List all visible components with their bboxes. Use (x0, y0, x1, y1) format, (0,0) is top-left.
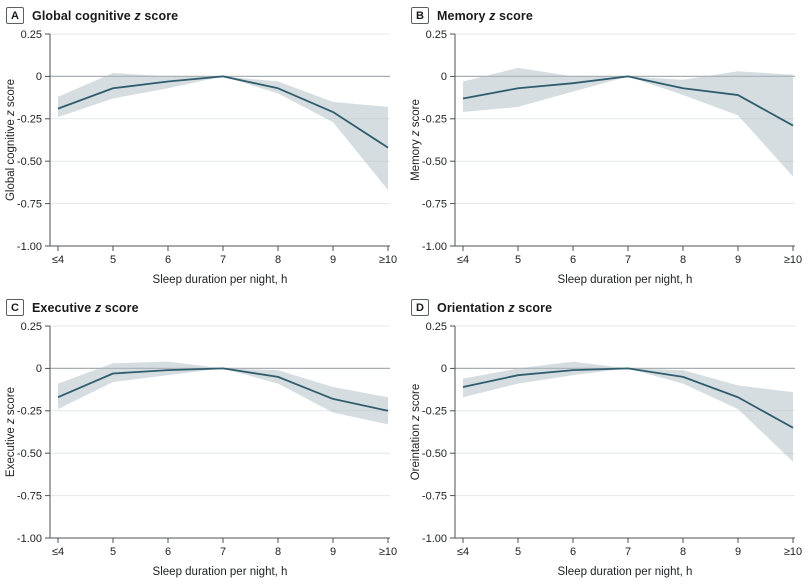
x-tick-label: 7 (625, 546, 631, 558)
y-tick-label: -0.50 (422, 448, 447, 460)
x-tick-label: 8 (275, 254, 281, 266)
y-tick-label: 0.25 (426, 321, 447, 333)
x-tick-label: 6 (165, 254, 171, 266)
trend-line (57, 367, 389, 412)
y-tick-label: -0.75 (422, 198, 447, 210)
x-tick-label: ≤4 (52, 546, 64, 558)
x-tick-label: ≤4 (457, 546, 469, 558)
chart-svg-orientation: 0.25 0 -0.25 -0.50 -0.75 -1.00 ≤4 5 6 7 8 9 ≥10 Sleep… (410, 321, 802, 578)
panel-label: D (411, 299, 429, 316)
y-tick-label: -0.75 (17, 198, 42, 210)
y-tick-label: -0.75 (422, 490, 447, 502)
x-tick-label: 9 (330, 254, 336, 266)
trend-line (57, 75, 389, 149)
panel-label: A (6, 7, 24, 24)
panel-header: C Executive z score (0, 292, 405, 318)
confidence-band (463, 67, 793, 177)
x-tick-label: 7 (220, 254, 226, 266)
x-tick-label: 5 (515, 254, 521, 266)
y-tick-label: -0.50 (17, 448, 42, 460)
confidence-band (58, 361, 388, 425)
y-tick-label: -1.00 (17, 533, 42, 545)
y-tick-label: -0.75 (17, 490, 42, 502)
x-tick-label: 6 (165, 546, 171, 558)
x-tick-label: 5 (110, 546, 116, 558)
x-tick-label: 6 (570, 254, 576, 266)
chart-svg-executive: 0.25 0 -0.25 -0.50 -0.75 -1.00 ≤4 5 6 7 8 9 ≥10 Sleep… (5, 321, 397, 578)
x-tick-label: ≥10 (379, 546, 397, 558)
y-tick-label: -0.50 (17, 156, 42, 168)
panel-header: D Orientation z score (405, 292, 810, 318)
y-tick-label: -0.25 (17, 114, 42, 126)
y-tick-label: -0.25 (17, 406, 42, 418)
panel-header: B Memory z score (405, 0, 810, 26)
confidence-band (58, 73, 388, 191)
y-tick-label: 0 (36, 71, 42, 83)
x-tick-label: ≥10 (784, 546, 802, 558)
y-tick-label: -0.25 (422, 114, 447, 126)
panel-c-executive: C Executive z score 0.25 0 -0.25 -0.50 -0.75… (0, 292, 405, 585)
y-tick-label: -1.00 (17, 241, 42, 253)
x-tick-label: ≥10 (784, 254, 802, 266)
panel-header: A Global cognitive z score (0, 0, 405, 26)
y-axis-label: Memory z score (410, 99, 422, 181)
x-tick-label: ≥10 (379, 254, 397, 266)
y-tick-label: -1.00 (422, 241, 447, 253)
y-axis-label: Oreintation z score (410, 384, 422, 481)
x-tick-label: 7 (220, 546, 226, 558)
y-tick-label: -0.50 (422, 156, 447, 168)
panel-label: C (6, 299, 24, 316)
y-axis-label: Executive z score (5, 387, 17, 477)
x-tick-label: 9 (735, 254, 741, 266)
y-tick-label: 0.25 (426, 29, 447, 41)
panel-title: Executive z score (32, 300, 139, 315)
panel-b-memory: B Memory z score 0.25 0 -0.25 -0.50 -0.75 -1.… (405, 0, 810, 292)
y-tick-label: -1.00 (422, 533, 447, 545)
panel-title: Orientation z score (437, 300, 553, 315)
x-tick-label: 8 (680, 546, 686, 558)
x-tick-label: 8 (275, 546, 281, 558)
panel-a-global-cognitive: A Global cognitive z score 0.25 0 -0.25 -0.… (0, 0, 405, 292)
panel-title: Memory z score (437, 8, 533, 23)
x-tick-label: 9 (735, 546, 741, 558)
y-tick-label: 0.25 (21, 29, 42, 41)
x-tick-label: 5 (515, 546, 521, 558)
x-axis-label: Sleep duration per night, h (558, 566, 693, 578)
y-axis-label: Global cognitive z score (5, 79, 17, 201)
trend-line (462, 367, 794, 429)
panel-d-orientation: D Orientation z score 0.25 0 -0.25 -0.50 -0.… (405, 292, 810, 585)
x-axis-label: Sleep duration per night, h (153, 566, 288, 578)
y-tick-label: 0 (36, 363, 42, 375)
x-tick-label: 5 (110, 254, 116, 266)
y-tick-label: -0.25 (422, 406, 447, 418)
x-axis-label: Sleep duration per night, h (558, 274, 693, 286)
chart-svg-global-cognitive: 0.25 0 -0.25 -0.50 -0.75 -1.00 ≤4 5 6 7 8 9 ≥10 Sleep… (5, 29, 397, 286)
x-tick-label: ≤4 (52, 254, 64, 266)
x-tick-label: ≤4 (457, 254, 469, 266)
panel-title: Global cognitive z score (32, 8, 179, 23)
x-tick-label: 7 (625, 254, 631, 266)
x-axis-label: Sleep duration per night, h (153, 274, 288, 286)
y-tick-label: 0 (441, 363, 447, 375)
x-tick-label: 9 (330, 546, 336, 558)
y-tick-label: 0 (441, 71, 447, 83)
trend-line (462, 75, 794, 127)
chart-svg-memory: 0.25 0 -0.25 -0.50 -0.75 -1.00 ≤4 5 6 7 8 9 ≥10 Sleep… (410, 29, 802, 286)
panel-label: B (411, 7, 429, 24)
y-tick-label: 0.25 (21, 321, 42, 333)
x-tick-label: 8 (680, 254, 686, 266)
x-tick-label: 6 (570, 546, 576, 558)
